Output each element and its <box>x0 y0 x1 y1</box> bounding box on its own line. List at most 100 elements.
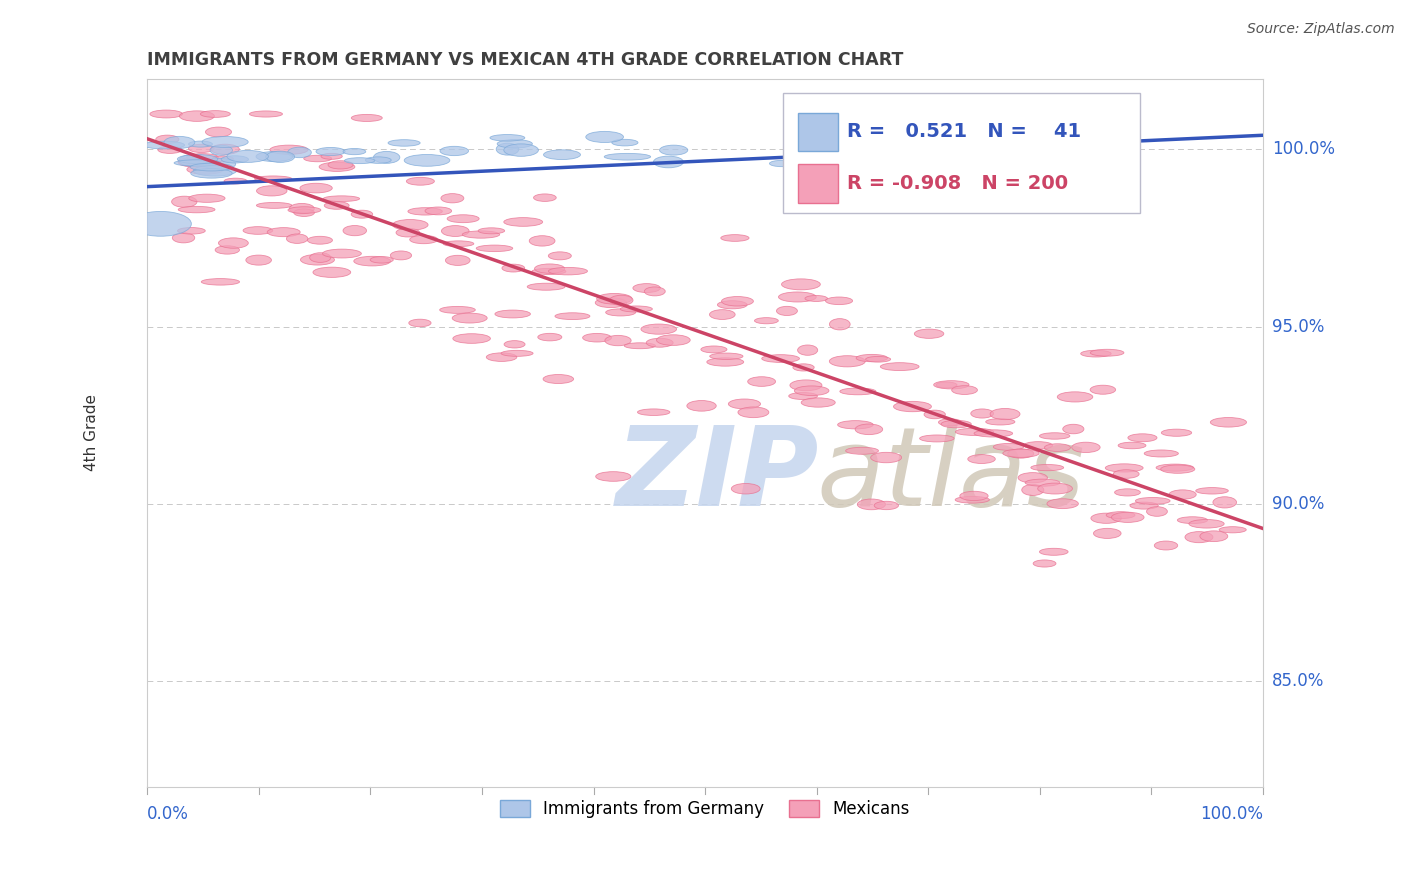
Ellipse shape <box>596 293 633 304</box>
Ellipse shape <box>779 292 817 302</box>
Ellipse shape <box>477 245 513 252</box>
Ellipse shape <box>314 268 350 277</box>
Ellipse shape <box>502 264 524 272</box>
Ellipse shape <box>797 345 818 355</box>
Ellipse shape <box>187 153 218 161</box>
Ellipse shape <box>179 206 215 213</box>
Ellipse shape <box>606 309 636 316</box>
Ellipse shape <box>1128 434 1157 442</box>
Ellipse shape <box>202 159 236 169</box>
Ellipse shape <box>700 346 727 353</box>
Ellipse shape <box>624 343 655 349</box>
Ellipse shape <box>1213 497 1236 508</box>
Ellipse shape <box>794 386 830 395</box>
Ellipse shape <box>1219 526 1246 533</box>
Ellipse shape <box>1094 528 1121 539</box>
Ellipse shape <box>637 409 669 416</box>
Ellipse shape <box>1161 465 1195 474</box>
Ellipse shape <box>1105 464 1143 472</box>
Ellipse shape <box>1022 484 1043 495</box>
Ellipse shape <box>1057 392 1092 402</box>
Ellipse shape <box>1090 385 1115 394</box>
Ellipse shape <box>586 131 623 143</box>
Ellipse shape <box>1118 442 1146 449</box>
Ellipse shape <box>157 146 181 153</box>
Ellipse shape <box>782 279 820 290</box>
Ellipse shape <box>288 147 311 158</box>
Text: 4th Grade: 4th Grade <box>84 394 98 471</box>
Ellipse shape <box>249 111 283 117</box>
Ellipse shape <box>309 252 330 262</box>
Ellipse shape <box>294 209 315 217</box>
Ellipse shape <box>221 156 249 163</box>
Ellipse shape <box>352 114 382 121</box>
Ellipse shape <box>478 227 505 234</box>
Ellipse shape <box>595 298 627 308</box>
Ellipse shape <box>920 435 955 442</box>
Ellipse shape <box>605 153 651 160</box>
Ellipse shape <box>453 334 491 343</box>
Ellipse shape <box>960 491 988 500</box>
Ellipse shape <box>177 227 205 234</box>
Ellipse shape <box>304 155 332 161</box>
Ellipse shape <box>1114 470 1139 478</box>
Ellipse shape <box>548 252 571 260</box>
Ellipse shape <box>531 268 565 275</box>
Ellipse shape <box>308 236 332 244</box>
Ellipse shape <box>498 140 533 148</box>
Ellipse shape <box>533 194 557 202</box>
Ellipse shape <box>188 141 212 147</box>
Text: R =   0.521   N =    41: R = 0.521 N = 41 <box>846 122 1081 141</box>
Ellipse shape <box>319 162 354 171</box>
Ellipse shape <box>1031 465 1064 471</box>
Ellipse shape <box>1024 442 1053 450</box>
Ellipse shape <box>941 420 972 428</box>
Ellipse shape <box>187 165 224 174</box>
Ellipse shape <box>173 233 195 243</box>
Ellipse shape <box>534 264 565 273</box>
Ellipse shape <box>993 443 1024 450</box>
Ellipse shape <box>855 424 883 434</box>
Ellipse shape <box>894 401 931 412</box>
Ellipse shape <box>543 375 574 384</box>
Ellipse shape <box>1154 541 1178 550</box>
Ellipse shape <box>728 399 761 409</box>
Ellipse shape <box>440 146 468 155</box>
Legend: Immigrants from Germany, Mexicans: Immigrants from Germany, Mexicans <box>494 793 917 825</box>
Ellipse shape <box>446 255 470 266</box>
Ellipse shape <box>1067 132 1108 140</box>
Ellipse shape <box>391 251 412 260</box>
Ellipse shape <box>323 196 360 202</box>
Ellipse shape <box>150 110 183 118</box>
Ellipse shape <box>880 363 920 370</box>
Ellipse shape <box>875 501 898 509</box>
Ellipse shape <box>1038 128 1071 136</box>
Ellipse shape <box>839 388 876 395</box>
Ellipse shape <box>596 472 631 482</box>
Ellipse shape <box>503 218 543 227</box>
Ellipse shape <box>1081 351 1111 357</box>
Ellipse shape <box>218 238 249 248</box>
Ellipse shape <box>870 452 901 463</box>
Ellipse shape <box>845 447 879 454</box>
Ellipse shape <box>1161 429 1192 436</box>
Ellipse shape <box>830 318 851 330</box>
Ellipse shape <box>936 382 957 388</box>
Text: 90.0%: 90.0% <box>1272 495 1324 513</box>
Ellipse shape <box>657 334 690 345</box>
Ellipse shape <box>205 127 232 136</box>
Ellipse shape <box>796 134 823 145</box>
Ellipse shape <box>440 307 475 313</box>
Ellipse shape <box>188 145 214 153</box>
Ellipse shape <box>1091 513 1122 524</box>
Ellipse shape <box>201 278 239 285</box>
Ellipse shape <box>328 161 353 169</box>
Ellipse shape <box>1130 502 1159 509</box>
Text: atlas: atlas <box>817 422 1085 529</box>
Ellipse shape <box>501 351 533 356</box>
Ellipse shape <box>801 398 835 407</box>
Ellipse shape <box>409 235 437 244</box>
Ellipse shape <box>1168 490 1197 500</box>
Ellipse shape <box>188 194 225 202</box>
Ellipse shape <box>290 203 315 214</box>
